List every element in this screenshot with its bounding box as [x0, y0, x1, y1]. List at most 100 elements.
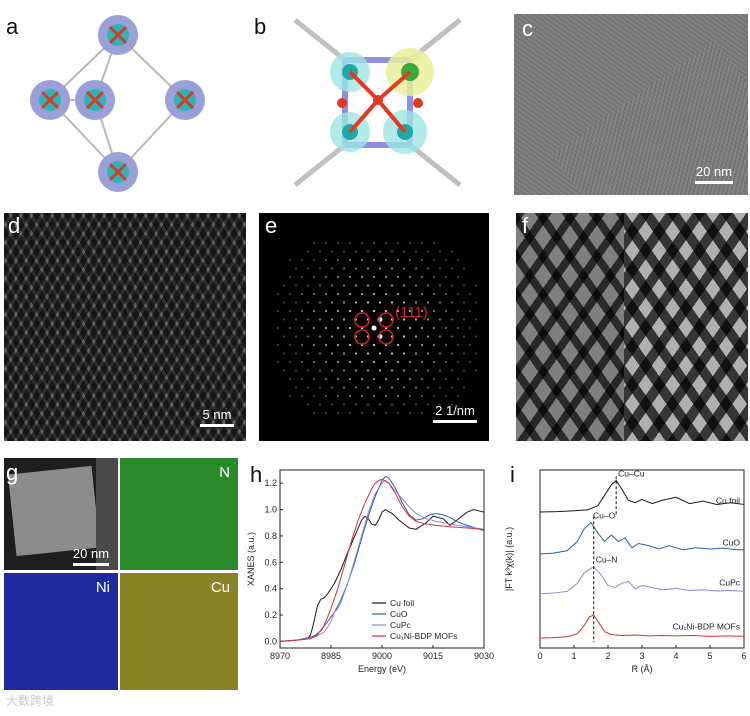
- fft-spot: [372, 309, 376, 313]
- fft-spot: [426, 352, 430, 355]
- curve-label: Cu₁Ni-BDP MOFs: [673, 622, 740, 632]
- eds-label-ni: Ni: [95, 579, 110, 596]
- fft-spot: [384, 275, 388, 279]
- fft-spot: [462, 318, 466, 321]
- fft-spot: [348, 309, 352, 313]
- fft-spot: [324, 377, 328, 381]
- fft-spot: [354, 301, 358, 304]
- fft-spot: [372, 360, 376, 364]
- fft-spot: [414, 318, 418, 321]
- fft-spot: [294, 301, 298, 304]
- fft-spot: [312, 394, 316, 398]
- fft-spot: [396, 411, 400, 415]
- fft-spot: [378, 267, 382, 270]
- fft-spot: [456, 360, 460, 364]
- fft-spot: [468, 343, 472, 347]
- fft-spot: [336, 292, 340, 296]
- fft-spot: [384, 292, 388, 296]
- fft-spot: [366, 386, 370, 389]
- fft-spot: [384, 241, 388, 245]
- fft-spot: [354, 369, 358, 372]
- y-axis-label: XANES (a.u.): [246, 532, 256, 586]
- x-tick-label: 4: [673, 651, 678, 661]
- fft-spot: [288, 258, 292, 262]
- structure-overlay-f: [624, 213, 748, 441]
- fft-spot: [462, 301, 466, 304]
- fft-spot: [336, 258, 340, 262]
- fft-spot: [432, 394, 436, 398]
- series-line-0: [279, 508, 485, 642]
- fft-spot: [318, 250, 322, 253]
- fft-spot: [420, 241, 424, 245]
- fft-spot: [360, 258, 364, 262]
- fft-spot: [354, 267, 358, 270]
- fft-spot: [396, 343, 400, 347]
- fft-spot: [330, 386, 334, 389]
- fft-spot: [414, 250, 418, 253]
- scale-text-g: 20 nm: [72, 546, 110, 561]
- fft-spot: [342, 352, 346, 355]
- fft-spot: [330, 352, 334, 355]
- fft-spot: [432, 241, 436, 245]
- panel-label-i: i: [510, 462, 515, 487]
- fft-spot: [444, 394, 448, 398]
- fft-spot: [294, 369, 298, 372]
- fft-spot: [318, 403, 322, 406]
- fft-spot: [408, 411, 412, 415]
- fft-spot: [336, 343, 340, 347]
- curve-label: Cu foil: [716, 496, 740, 506]
- fft-spot: [336, 309, 340, 313]
- fft-spot: [414, 386, 418, 389]
- panel-label-g: g: [6, 460, 19, 485]
- fft-spot: [426, 403, 430, 406]
- fft-spot: [438, 386, 442, 389]
- panel-label-d: d: [8, 213, 21, 238]
- fft-spot: [371, 325, 377, 331]
- fft-spot: [300, 377, 304, 381]
- fft-spot: [324, 275, 328, 279]
- fft-spot: [288, 343, 292, 347]
- fft-spot: [312, 292, 316, 296]
- fft-spot: [336, 275, 340, 279]
- fft-spot: [300, 360, 304, 364]
- bond-annotation: Cu–Cu: [618, 468, 645, 478]
- fft-spot: [408, 275, 412, 279]
- fft-spot: [294, 352, 298, 355]
- scale-text-c: 20 nm: [695, 164, 733, 179]
- fft-spot: [408, 360, 412, 364]
- fft-spot: [354, 386, 358, 389]
- x-tick-label: 9030: [474, 651, 494, 661]
- eds-map-ni: Ni: [4, 573, 118, 690]
- fft-spot: [288, 377, 292, 381]
- scale-bar-d: 5 nm: [194, 407, 240, 429]
- x-tick-label: 0: [537, 651, 542, 661]
- fft-spot: [384, 360, 388, 364]
- fft-spot: [420, 292, 424, 296]
- eds-label-n: N: [219, 464, 230, 481]
- fft-spot: [336, 326, 340, 330]
- fft-spot: [282, 335, 286, 338]
- fft-spot: [438, 318, 442, 321]
- fft-spot: [282, 318, 286, 321]
- fft-spot: [402, 335, 406, 338]
- fft-spot: [288, 360, 292, 364]
- fft-spot: [306, 318, 310, 321]
- panel-i: 0 1 2 3 4 5 6 R (Å) |FT k³χ(k)| (a.u.) Cu foil CuO…: [498, 458, 750, 690]
- fft-spot: [372, 394, 376, 398]
- fft-spot: [324, 394, 328, 398]
- fft-spot: [300, 309, 304, 313]
- panel-a: a: [0, 0, 245, 200]
- eds-map-cu: Cu: [120, 573, 238, 690]
- fft-spot: [474, 335, 478, 338]
- fft-spot: [342, 369, 346, 372]
- fft-spot: [408, 241, 412, 245]
- fft-spot: [384, 411, 388, 415]
- fft-spot: [360, 241, 364, 245]
- series-line-2: [539, 565, 745, 595]
- fft-spot: [348, 275, 352, 279]
- fft-spot: [456, 377, 460, 381]
- x-tick-label: 8970: [270, 651, 290, 661]
- fft-spot: [306, 386, 310, 389]
- fft-pattern: (111): [276, 241, 478, 415]
- panel-d: d 5 nm: [4, 213, 246, 441]
